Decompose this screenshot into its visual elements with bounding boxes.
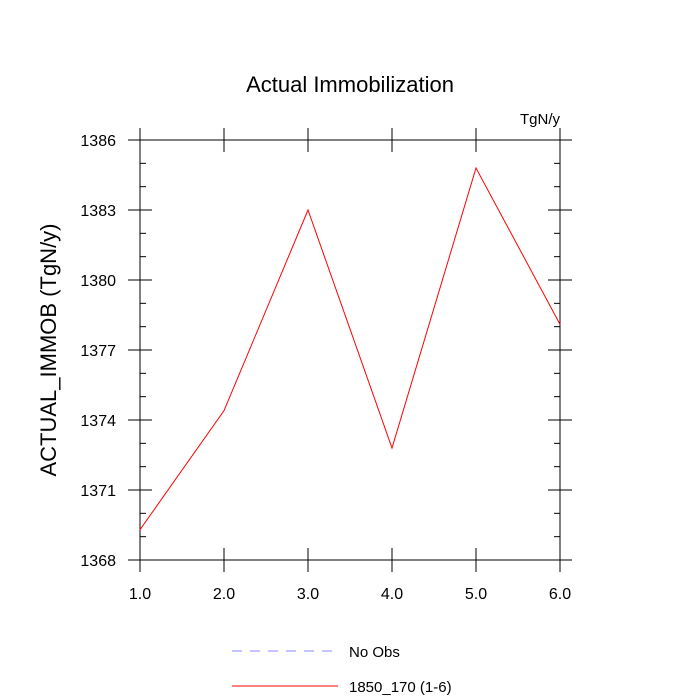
- data-series: [139, 166, 561, 531]
- x-tick-label: 5.0: [465, 586, 487, 603]
- legend-label: No Obs: [349, 644, 400, 661]
- plot-frame: [139, 139, 561, 561]
- y-tick-label: 1377: [80, 343, 116, 360]
- data-point: [223, 410, 225, 412]
- data-point: [391, 447, 393, 449]
- legend: No Obs 1850_170 (1-6): [232, 644, 452, 696]
- x-tick-label: 1.0: [129, 586, 151, 603]
- series-line: [139, 166, 561, 530]
- x-tick-label: 4.0: [381, 586, 403, 603]
- chart-title: Actual Immobilization: [246, 72, 454, 97]
- axis-ticks: 1.0 2.0 3.0 4.0 5.0 6.0 1368 1371 1374 1377 1380 13…: [80, 128, 572, 603]
- y-tick-label: 1374: [80, 413, 116, 430]
- y-axis-label: ACTUAL_IMMOB (TgN/y): [36, 223, 61, 476]
- y-tick-label: 1380: [80, 273, 116, 290]
- data-point: [475, 167, 477, 169]
- data-point: [139, 529, 141, 531]
- y-tick-label: 1371: [80, 483, 116, 500]
- legend-label: 1850_170 (1-6): [349, 679, 452, 696]
- x-tick-label: 3.0: [297, 586, 319, 603]
- x-tick-label: 6.0: [549, 586, 571, 603]
- x-tick-label: 2.0: [213, 586, 235, 603]
- y-tick-label: 1383: [80, 203, 116, 220]
- units-label: TgN/y: [520, 111, 561, 128]
- data-point: [307, 209, 309, 211]
- y-tick-label: 1368: [80, 553, 116, 570]
- data-point: [559, 323, 561, 325]
- y-tick-label: 1386: [80, 133, 116, 150]
